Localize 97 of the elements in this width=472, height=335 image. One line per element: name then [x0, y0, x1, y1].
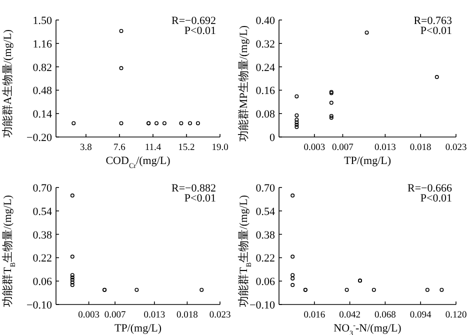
point	[134, 288, 139, 292]
y-tick-label: 0.22	[256, 252, 275, 265]
x-tick-label: 15.2	[178, 143, 196, 153]
annotation: R=0.763	[414, 15, 452, 27]
x-tick-label: 0.003	[304, 143, 326, 153]
y-tick-label: 1.50	[32, 15, 52, 27]
point	[70, 280, 74, 284]
y-tick-label: 0.32	[256, 38, 275, 50]
y-tick-label: 0.06	[32, 276, 52, 288]
point	[119, 66, 124, 70]
y-tick-label: 0.08	[256, 108, 276, 121]
x-tick-label: 0.016	[304, 310, 326, 320]
annotation: P<0.01	[184, 192, 216, 204]
point	[290, 194, 295, 198]
y-tick-label: 0.70	[32, 182, 52, 194]
y-tick-label: 1.16	[32, 38, 52, 50]
y-tick-label: 0.82	[32, 62, 52, 74]
y-tick-label: −0.10	[250, 300, 276, 312]
y-tick-label: 0.40	[256, 15, 276, 27]
point	[329, 114, 334, 118]
point	[329, 91, 334, 96]
x-tick-label: 0.013	[144, 310, 166, 320]
point	[154, 121, 159, 126]
x-axis-title: COD$_{Cr}$/(mg/L)	[106, 155, 171, 170]
y-tick-label: 0.54	[256, 206, 276, 218]
y-tick-label: 0.70	[256, 182, 276, 194]
y-tick-label: 0	[270, 132, 276, 144]
x-tick-label: 11.4	[144, 143, 162, 153]
point	[329, 90, 334, 94]
point	[196, 121, 200, 126]
point	[294, 118, 299, 122]
point	[434, 75, 439, 80]
point	[70, 283, 74, 288]
x-tick-label: 0.120	[445, 310, 467, 320]
point	[70, 278, 74, 282]
x-tick-label: 19.0	[212, 143, 229, 153]
x-tick-label: 0.042	[339, 310, 361, 320]
point	[162, 121, 166, 126]
point	[440, 288, 444, 292]
x-tick-label: 3.8	[80, 143, 92, 153]
annotation: R=−0.692	[172, 15, 216, 27]
y-axis-title: 功能群A生物量/(mg/L)	[1, 29, 14, 138]
x-axis-title: TP/(mg/L)	[114, 322, 162, 334]
y-tick-label: −0.10	[26, 300, 52, 312]
y-tick-label: 0.38	[256, 229, 276, 242]
point	[294, 122, 299, 127]
y-tick-label: 0.54	[32, 206, 52, 218]
point	[329, 116, 334, 120]
annotation: P<0.01	[420, 192, 452, 204]
annotation: R=−0.882	[172, 182, 216, 194]
annotation: P<0.01	[184, 25, 216, 37]
x-tick-label: 0.068	[374, 310, 396, 320]
point	[70, 275, 74, 280]
point	[425, 288, 430, 292]
x-axis-title: TP/(mg/L)	[344, 155, 392, 167]
y-tick-label: 0.22	[32, 252, 52, 265]
point	[188, 121, 192, 126]
point	[329, 100, 334, 105]
y-axis-title: 功能群MP生物量/(mg/L)	[237, 25, 250, 142]
y-tick-label: 0.16	[256, 85, 276, 98]
x-tick-label: 0.003	[78, 310, 100, 320]
x-tick-label: 7.6	[114, 143, 126, 153]
x-tick-label: 0.007	[332, 143, 354, 153]
y-tick-label: 0.24	[256, 62, 276, 74]
y-tick-label: 0.48	[32, 85, 52, 98]
point	[294, 120, 299, 124]
point	[290, 273, 295, 278]
x-tick-label: 0.023	[209, 310, 231, 320]
y-tick-label: 0.14	[32, 108, 52, 121]
y-tick-label: −0.20	[26, 132, 52, 144]
point	[290, 283, 295, 288]
point	[72, 121, 76, 126]
x-tick-label: 0.094	[410, 310, 432, 320]
y-tick-label: 0.06	[256, 276, 276, 288]
point	[364, 30, 369, 35]
point	[70, 194, 74, 198]
point	[344, 288, 349, 292]
x-tick-label: 0.018	[410, 143, 432, 153]
point	[294, 113, 299, 118]
point	[119, 121, 124, 126]
point	[294, 125, 299, 130]
annotation: P<0.01	[420, 25, 452, 37]
point	[290, 254, 295, 259]
point	[294, 94, 299, 98]
x-tick-label: 0.018	[176, 310, 198, 320]
annotation: R=−0.666	[408, 182, 452, 194]
point	[200, 288, 204, 292]
y-tick-label: 0.38	[32, 229, 52, 242]
point	[372, 288, 376, 292]
point	[119, 29, 124, 34]
point	[290, 276, 295, 280]
point	[70, 254, 74, 259]
point	[70, 273, 74, 278]
x-tick-label: 0.007	[104, 310, 126, 320]
x-tick-label: 0.023	[445, 143, 467, 153]
point	[179, 121, 184, 126]
x-tick-label: 0.013	[374, 143, 396, 153]
